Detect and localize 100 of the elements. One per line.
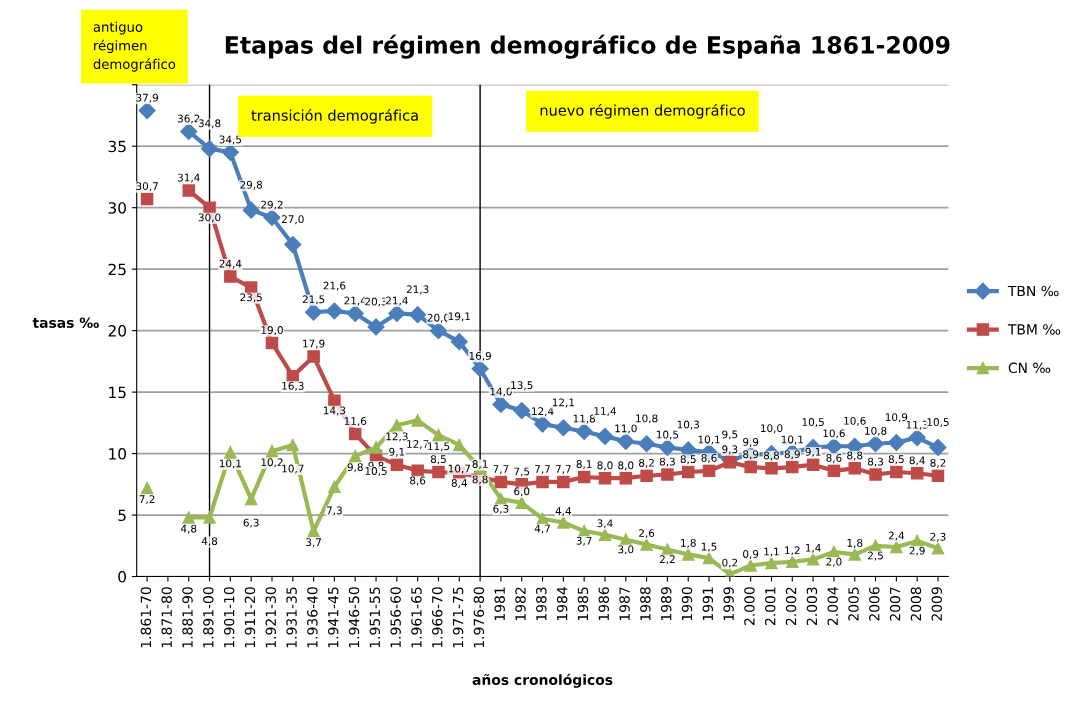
data-label: 36,2 (177, 114, 200, 124)
data-label: 4,4 (555, 507, 572, 516)
x-tick-label: 1987 (619, 587, 630, 621)
x-tick-label: 1.966-70 (432, 587, 443, 648)
data-label: 37,9 (136, 93, 158, 103)
data-label: 27,0 (281, 215, 304, 225)
x-tick-label: 1.936-40 (307, 587, 318, 648)
data-label: 1,2 (785, 546, 800, 556)
data-label: 7,3 (326, 506, 342, 516)
data-label: 8,3 (659, 457, 675, 467)
y-tick-label: 0 (118, 571, 126, 583)
x-tick-label: 1.881-90 (182, 587, 193, 648)
data-label: 12,4 (532, 407, 554, 417)
annotation: transición demográfica (251, 108, 418, 124)
x-tick-label: 1.931-35 (286, 587, 297, 648)
data-label: 8,3 (867, 457, 883, 467)
data-label: 2,4 (888, 531, 905, 541)
x-tick-label: 1.901-10 (223, 587, 235, 648)
x-tick-label: 1.891-00 (203, 587, 214, 648)
x-axis-title: años cronológicos (472, 673, 613, 688)
x-tick-label: 1986 (598, 587, 610, 621)
x-tick-label: 1984 (556, 587, 568, 621)
data-label: 1,4 (805, 544, 821, 553)
text: antiguo régimen demográfico (93, 21, 176, 72)
y-axis-title: tasas ‰ (32, 317, 99, 328)
x-tick-label: 1982 (515, 587, 526, 621)
data-label: 3,7 (576, 536, 592, 546)
data-label: 12,1 (552, 398, 574, 408)
data-label: 8,2 (639, 458, 654, 468)
data-label: 10,0 (761, 424, 783, 434)
data-label: 2,2 (659, 555, 675, 565)
x-tick-label: 1983 (536, 587, 547, 621)
data-label: 10,5 (927, 418, 949, 428)
data-label: 8,5 (680, 455, 696, 465)
data-label: 8,1 (472, 460, 488, 470)
x-tick-label: 1981 (494, 587, 505, 621)
data-label: 8,5 (430, 455, 446, 465)
data-label: 10,7 (282, 464, 304, 474)
data-label: 7,7 (555, 465, 571, 474)
data-label: 19,1 (448, 312, 470, 322)
data-label: 16,9 (469, 351, 491, 361)
data-label: 10,8 (865, 426, 887, 436)
data-label: 29,2 (261, 200, 283, 210)
data-label: 2,5 (868, 551, 883, 561)
data-label: 10,1 (781, 435, 803, 445)
data-label: 30,7 (136, 182, 158, 192)
data-label: 31,4 (177, 173, 200, 183)
data-label: 11,6 (344, 417, 367, 427)
data-label: 34,5 (219, 135, 242, 145)
data-label: 8,8 (763, 451, 780, 461)
data-label: 2,0 (826, 557, 842, 567)
data-label: 9,8 (347, 463, 363, 473)
data-label: 10,3 (677, 420, 699, 430)
data-label: 3,0 (618, 545, 634, 555)
x-tick-label: 1.941-45 (327, 587, 339, 648)
data-label: 0,2 (722, 558, 738, 568)
data-label: 10,5 (656, 430, 679, 440)
data-label: 1,5 (701, 542, 717, 552)
x-tick-label: 1.956-60 (390, 587, 401, 648)
data-label: 11,8 (573, 414, 596, 424)
data-label: 8,6 (701, 453, 717, 463)
data-label: 8,4 (451, 479, 467, 488)
data-label: 20,0 (427, 313, 450, 323)
y-tick-label: 5 (118, 509, 126, 522)
chart-title: Etapas del régimen demográfico de España 1861-2009 (225, 34, 950, 59)
x-tick-label: 1990 (681, 587, 693, 621)
x-tick-label: 1989 (660, 587, 672, 621)
x-tick-label: 2.004 (827, 587, 838, 626)
x-tick-label: 2008 (910, 587, 922, 621)
x-tick-label: 1988 (640, 587, 651, 621)
y-tick-label: 10 (109, 448, 126, 460)
data-label: 8,9 (784, 450, 800, 460)
data-label: 3,7 (306, 538, 321, 548)
x-tick-label: 1.911-20 (244, 587, 256, 648)
y-tick-label: 25 (108, 263, 126, 276)
data-label: 11,3 (906, 420, 928, 430)
data-label: 21,4 (344, 296, 367, 306)
data-label: 13,5 (511, 381, 533, 391)
x-tick-label: 1.976-80 (473, 587, 485, 648)
data-label: 12,7 (407, 440, 429, 449)
legend-label: TBN ‰ (1007, 285, 1059, 297)
data-label: 10,2 (261, 458, 283, 468)
data-label: 2,6 (639, 529, 655, 539)
x-tick-label: 2005 (848, 587, 859, 621)
data-label: 14,0 (490, 387, 512, 397)
data-label: 9,1 (805, 447, 821, 457)
data-label: 9,1 (389, 447, 405, 457)
x-tick-label: 2.000 (744, 587, 755, 626)
x-tick-label: 1.921-30 (265, 587, 277, 648)
x-tick-label: 2.002 (785, 587, 797, 626)
data-label: 4,8 (180, 524, 197, 534)
data-label: 21,3 (406, 285, 429, 295)
data-label: 12,3 (386, 432, 408, 442)
x-tick-label: 1999 (723, 587, 734, 621)
x-tick-label: 1.861-70 (140, 587, 152, 648)
data-label: 14,3 (323, 406, 346, 416)
data-label: 6,3 (493, 504, 509, 514)
x-tick-label: 2009 (931, 587, 943, 621)
data-label: 7,2 (139, 495, 155, 505)
x-tick-label: 1.971-75 (452, 587, 464, 648)
